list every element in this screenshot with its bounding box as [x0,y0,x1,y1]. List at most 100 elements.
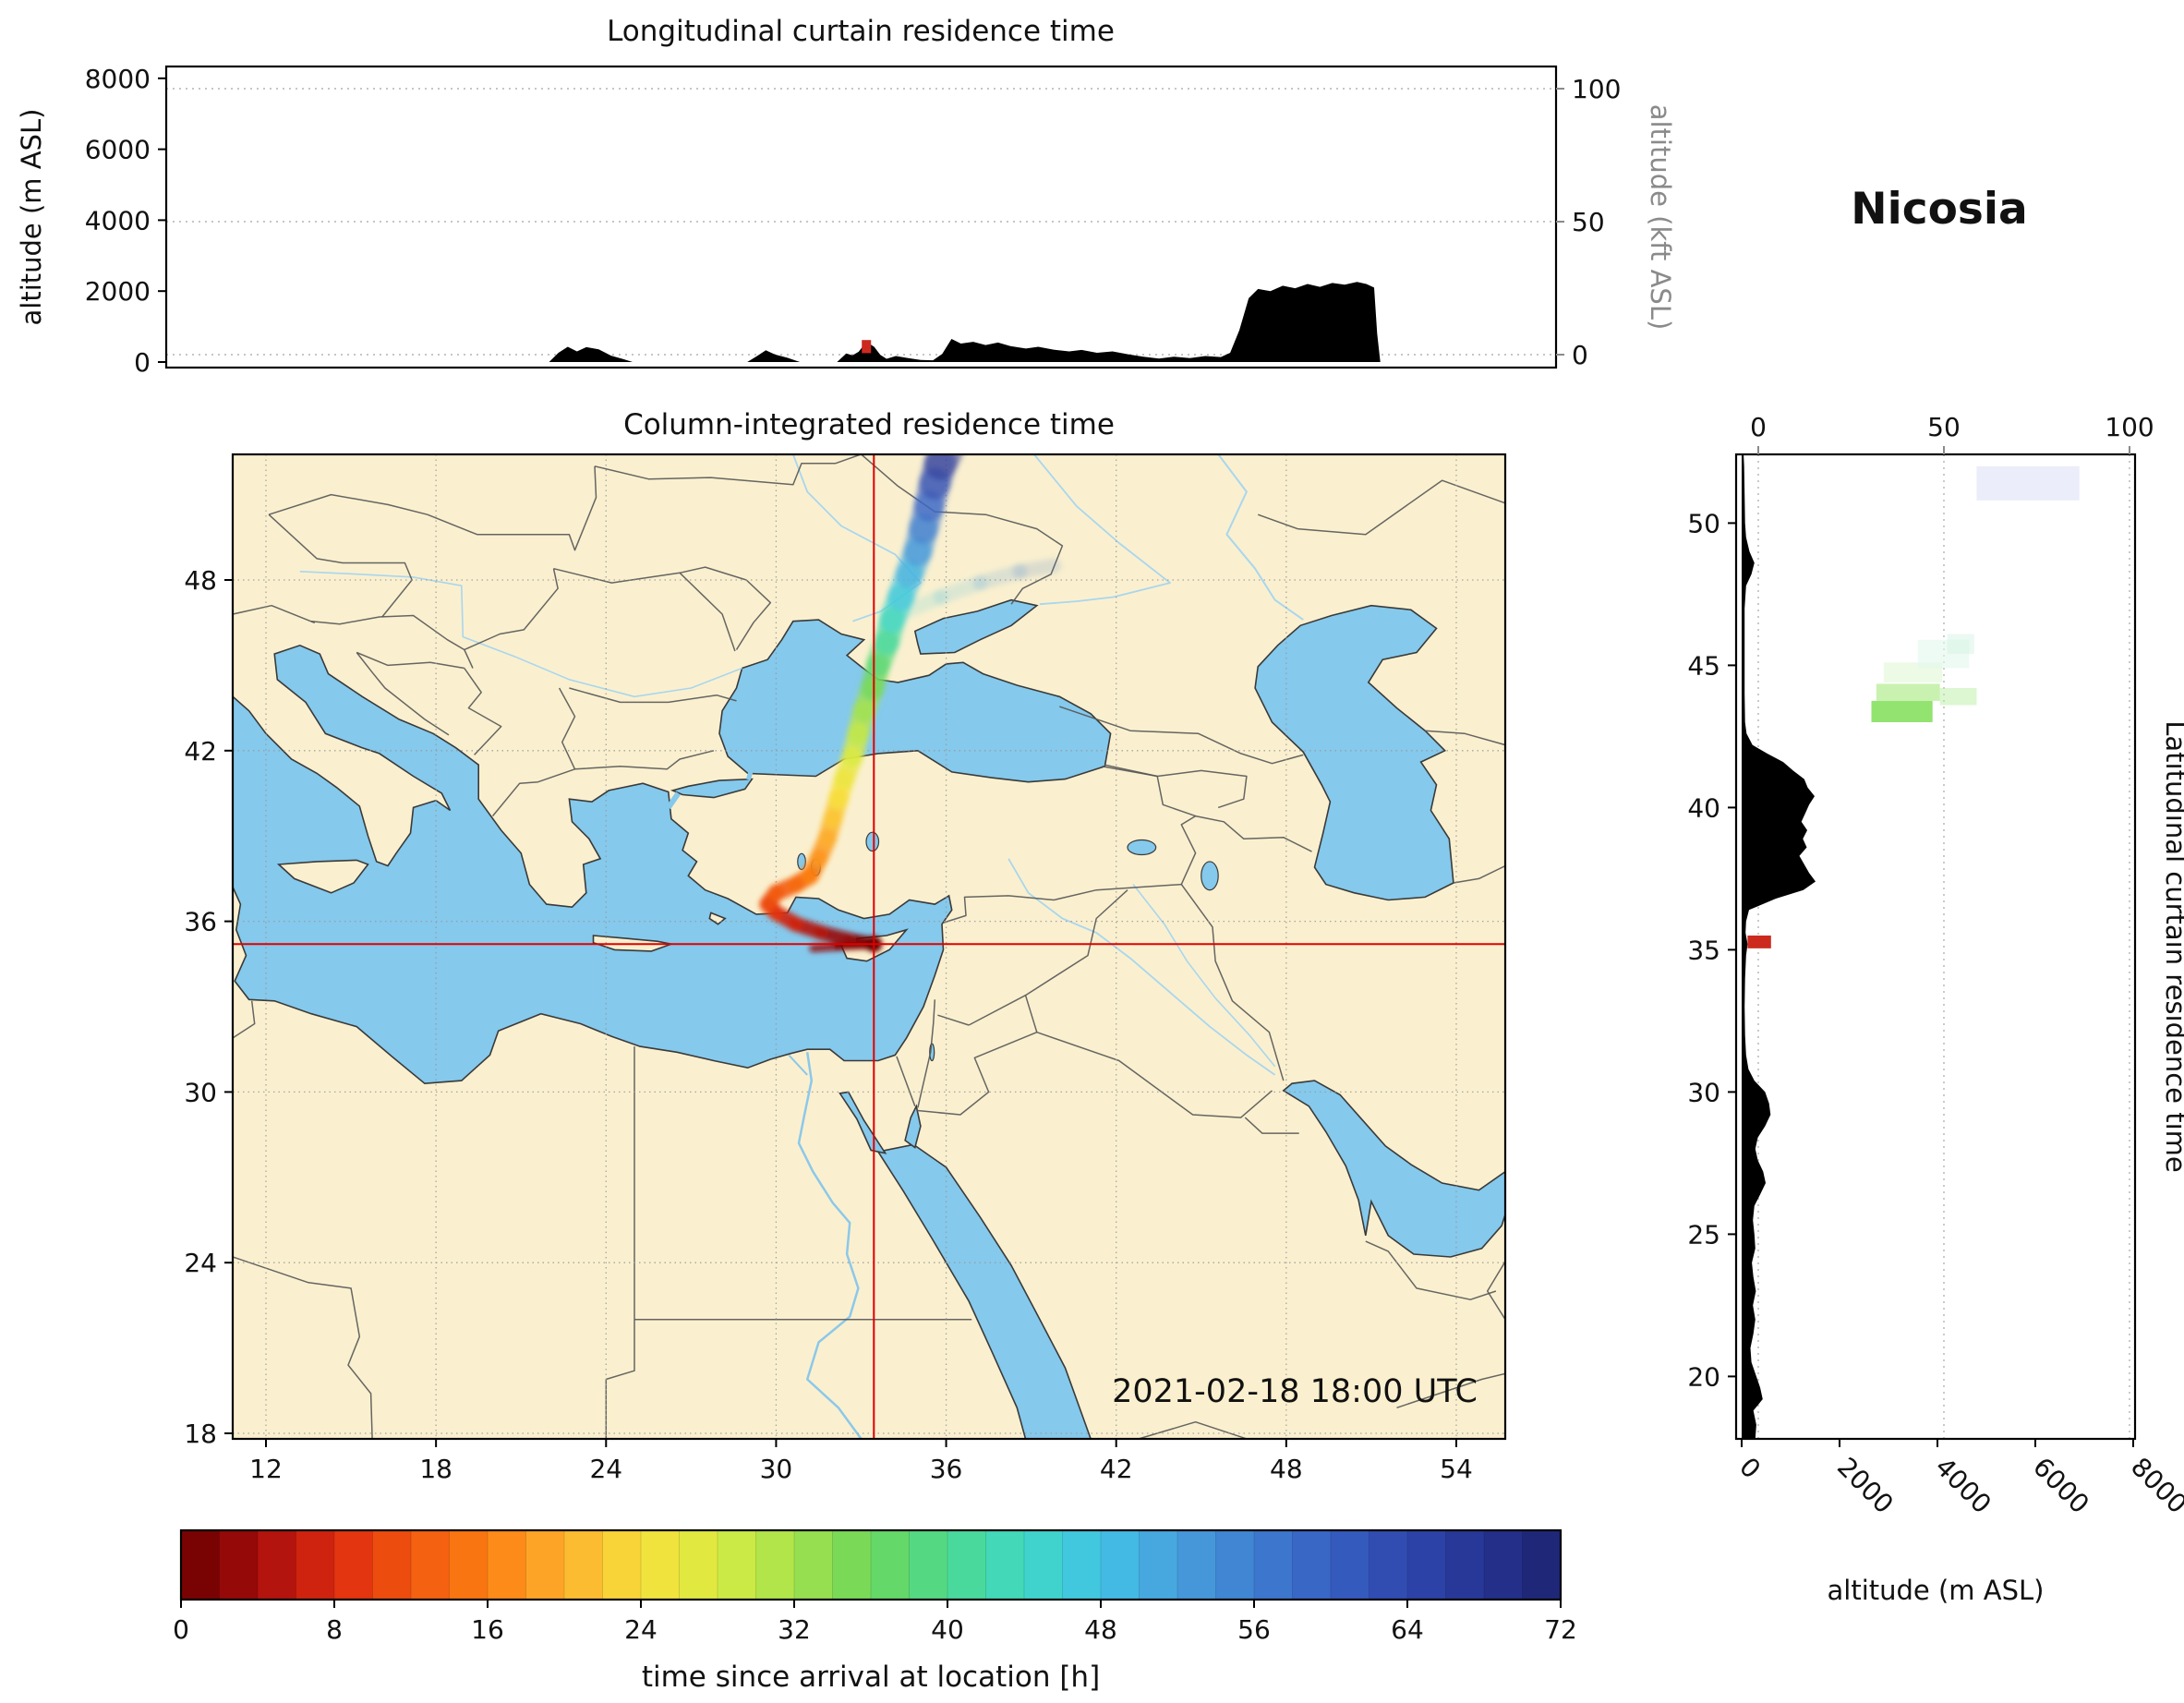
map-content-el [670,778,754,799]
colorbar-ticks-el: 40 [931,1614,964,1645]
map-content-el [1127,839,1157,856]
lat-x-ticks-el: 8000 [2125,1452,2184,1520]
colorbar-gradient-el [525,1530,565,1600]
map-content-el [861,454,1064,605]
colorbar-gradient-el [985,1530,1025,1600]
map-content-el [791,454,922,622]
map-content-el [896,1056,916,1107]
colorbar-gradient-el [181,1530,221,1600]
top-right-ticks-el: 100 [1572,74,1621,104]
map-y-ticks-el: 36 [184,907,217,937]
map-content-el [268,465,597,551]
map-y-ticks-el: 42 [184,736,217,767]
colorbar-gradient-el [411,1530,451,1600]
colorbar-gradient-el [871,1530,911,1600]
colorbar-gradient-el [1484,1530,1524,1600]
station-title: Nicosia [1851,184,2027,235]
map-content-el [605,1319,635,1439]
colorbar-gradient-el [1062,1530,1102,1600]
map-x-ticks-el: 48 [1270,1454,1303,1484]
map-content-el [1102,765,1248,809]
map-content-el [464,568,559,651]
colorbar-ticks-el: 16 [471,1614,504,1645]
colorbar-gradient-el [372,1530,412,1600]
lat-patches-el [1939,688,1977,706]
lat-x-ticks-el: 2000 [1831,1452,1900,1520]
trajectory-plume [759,454,1062,953]
lat-top-ticks: 0 50 100 [1750,412,2154,454]
map-y-ticks-el: 18 [184,1419,217,1449]
latitudinal-curtain-panel: 20 25 30 35 40 45 50 0 2000 4000 6000 8000 0 50 100 [1687,412,2184,1519]
map-content-el [679,572,736,652]
colorbar-gradient-el [1215,1530,1255,1600]
map-content-el [491,768,575,817]
colorbar-label: time since arrival at location [h] [642,1661,1100,1694]
colorbar-panel: 0 8 16 24 32 40 48 56 64 72 [173,1528,1577,1645]
lat-y-ticks-el: 50 [1687,508,1720,538]
trajectory-plume-el [923,454,963,480]
map-content-el [356,651,465,670]
map-content-el [1425,730,1505,746]
colorbar-gradient-el [564,1530,604,1600]
lat-top-ticks-el: 100 [2105,412,2154,442]
top-y-ticks-el: 0 [134,347,151,378]
lat-top-ticks-el: 50 [1927,412,1961,442]
map-content-el [1282,1080,1505,1258]
longitudinal-panel-title: Longitudinal curtain residence time [607,15,1115,48]
map-content-el [268,513,413,618]
lat-patches-el [1976,465,2080,501]
map-x-ticks-el: 30 [760,1454,793,1484]
map-content-el [233,1000,256,1039]
map-content-el [1033,454,1171,606]
colorbar-gradient-el [296,1530,335,1600]
colorbar-gradient-el [1292,1530,1332,1600]
trajectory-plume-el [809,943,842,952]
lat-x-ticks-el: 0 [1733,1452,1767,1485]
longitudinal-curtain-panel: 0 2000 4000 6000 8000 0 50 100 [85,64,1622,378]
map-x-ticks-el: 54 [1440,1454,1473,1484]
map-content-el [904,1104,922,1149]
map-content-el [1025,889,1128,996]
lat-y-ticks-el: 25 [1687,1219,1720,1250]
longitudinal-ylabel: altitude (m ASL) [16,109,47,326]
longitudinal-ylabel-right: altitude (kft ASL) [1645,104,1676,331]
top-right-ticks-el: 0 [1572,340,1588,370]
map-content-el [558,687,715,770]
latitudinal-residence-silhouette [1742,454,1816,1439]
colorbar-gradient-el [219,1530,259,1600]
colorbar-gradient-el [832,1530,872,1600]
map-y-ticks: 18 24 30 36 42 48 [184,565,233,1449]
map-content [233,454,1505,1439]
map-content-el [1180,884,1285,1081]
top-y-ticks-el: 2000 [85,276,151,307]
map-content-el [1008,858,1276,1076]
map-content-el [1036,1031,1273,1118]
lat-top-ticks-el: 0 [1750,412,1767,442]
colorbar-gradient-el [1522,1530,1562,1600]
map-content-el [788,1054,808,1076]
lat-x-ticks-el: 4000 [1929,1452,1997,1520]
map-y-ticks-el: 30 [184,1077,217,1107]
map-content-el [797,1052,863,1439]
map-content-el [917,999,936,1108]
colorbar-gradient-el [947,1530,987,1600]
colorbar-gradient-el [1254,1530,1294,1600]
colorbar-gradient [181,1530,1562,1600]
map-content-el [745,771,754,780]
map-content-el [1059,706,1304,765]
map-x-ticks: 12 18 24 30 36 42 48 54 [249,1439,1473,1484]
map-x-ticks-el: 24 [589,1454,622,1484]
top-y-ticks-el: 4000 [85,205,151,236]
top-y-ticks-el: 8000 [85,64,151,94]
colorbar-gradient-el [1024,1530,1064,1600]
receptor-marker-longitudinal [862,340,872,354]
map-content-el [1453,864,1505,884]
lat-gridlines [1757,454,2130,1439]
colorbar-gradient-el [909,1530,948,1600]
colorbar-ticks-el: 72 [1544,1614,1577,1645]
map-y-ticks-el: 24 [184,1248,217,1278]
colorbar-ticks-el: 56 [1237,1614,1271,1645]
longitudinal-residence-silhouette [166,282,1555,362]
